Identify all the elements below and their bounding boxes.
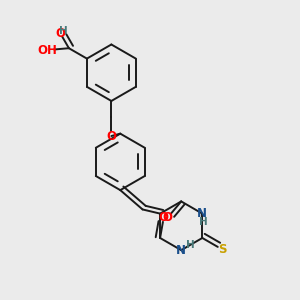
Text: O: O (56, 27, 65, 40)
Text: N: N (176, 244, 186, 257)
Text: O: O (106, 130, 116, 142)
Text: H: H (186, 240, 195, 250)
Text: O: O (163, 211, 173, 224)
Text: OH: OH (38, 44, 58, 57)
Text: H: H (59, 26, 68, 37)
Text: N: N (197, 207, 207, 220)
Text: H: H (199, 217, 208, 227)
Text: O: O (159, 211, 169, 224)
Text: S: S (218, 243, 226, 256)
